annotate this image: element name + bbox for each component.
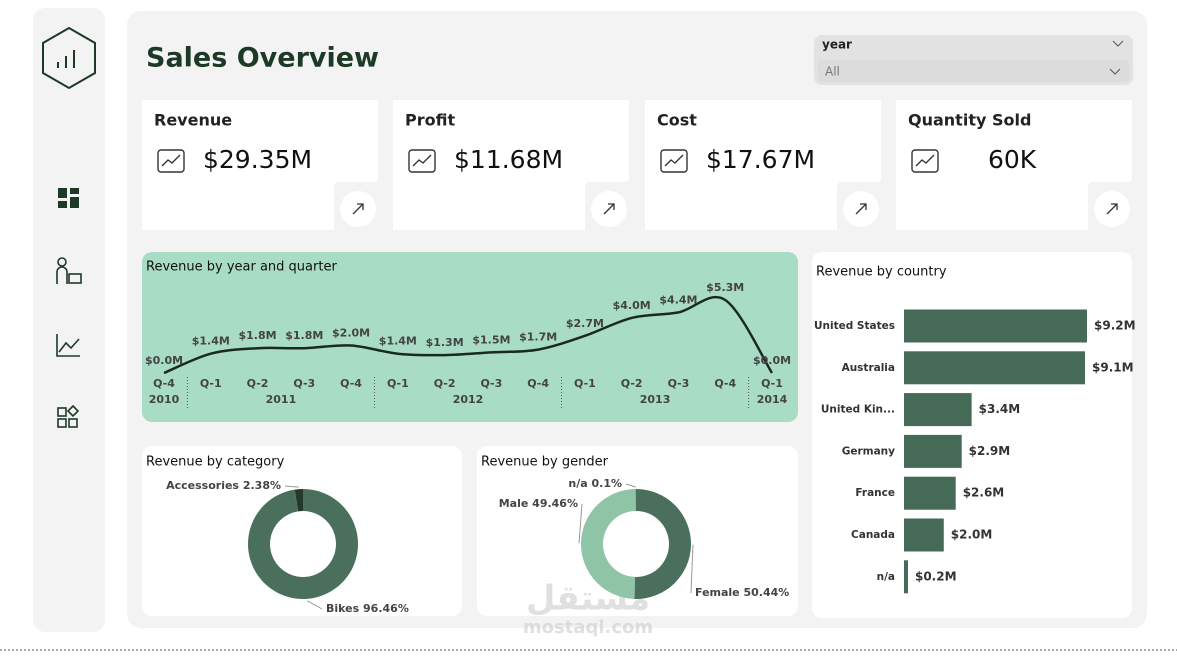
percent-label: 50.44% <box>744 586 790 599</box>
chart-title: Revenue by gender <box>481 455 609 470</box>
x-tick-label: Q-1 <box>761 377 783 390</box>
kpi-label: Revenue <box>154 111 232 130</box>
donut-label: n/a 0.1% <box>568 477 622 490</box>
percent-label: 49.46% <box>532 497 578 510</box>
chart-title: Revenue by year and quarter <box>146 260 337 275</box>
data-label: $2.9M <box>969 444 1011 458</box>
x-tick-label: Q-4 <box>340 377 362 390</box>
page-title: Sales Overview <box>146 43 379 74</box>
donut-label: Accessories 2.38% <box>166 479 281 492</box>
chart-title: Revenue by category <box>146 455 285 470</box>
x-tick-label: Q-4 <box>153 377 175 390</box>
x-group-label: 2012 <box>453 393 484 406</box>
category-name: n/a <box>568 477 587 490</box>
y-tick-label: Australia <box>842 362 895 374</box>
data-label: $3.4M <box>979 402 1021 416</box>
bar <box>904 310 1087 343</box>
x-tick-label: Q-2 <box>621 377 643 390</box>
data-label: $2.0M <box>332 326 370 339</box>
kpi-value: $29.35M <box>203 145 312 174</box>
kpi-value: 60K <box>988 145 1037 174</box>
kpi-label: Profit <box>405 111 455 130</box>
percent-label: 96.46% <box>363 602 409 615</box>
filter-value: All <box>825 65 840 79</box>
kpi-value: $11.68M <box>454 145 563 174</box>
data-label: $0.0M <box>753 354 791 367</box>
kpi-card-foot <box>896 170 1086 230</box>
x-group-label: 2010 <box>149 393 180 406</box>
bar <box>904 477 956 510</box>
percent-label: 0.1% <box>591 477 622 490</box>
x-group-label: 2011 <box>266 393 297 406</box>
data-label: $2.6M <box>963 486 1005 500</box>
y-tick-label: United Kin... <box>821 404 895 416</box>
bar <box>904 435 962 468</box>
kpi-card-foot <box>142 170 332 230</box>
percent-label: 2.38% <box>243 479 281 492</box>
y-tick-label: n/a <box>877 571 895 583</box>
kpi-label: Quantity Sold <box>908 111 1031 130</box>
y-tick-label: United States <box>814 320 895 332</box>
data-label: $1.5M <box>472 333 510 346</box>
chart-title: Revenue by country <box>816 265 947 280</box>
y-tick-label: Canada <box>851 529 895 541</box>
data-label: $2.7M <box>566 317 604 330</box>
data-label: $0.2M <box>915 569 957 583</box>
x-tick-label: Q-1 <box>387 377 409 390</box>
filter-dropdown[interactable] <box>818 60 1129 82</box>
x-tick-label: Q-4 <box>527 377 549 390</box>
data-label: $1.4M <box>379 335 417 348</box>
filter-label: year <box>822 38 852 52</box>
kpi-card-foot <box>645 170 835 230</box>
data-label: $9.1M <box>1092 360 1134 374</box>
x-group-label: 2014 <box>757 393 788 406</box>
data-label: $1.3M <box>426 336 464 349</box>
data-label: $1.8M <box>285 329 323 342</box>
x-tick-label: Q-1 <box>200 377 222 390</box>
x-tick-label: Q-2 <box>434 377 456 390</box>
kpi-value: $17.67M <box>706 145 815 174</box>
data-label: $2.0M <box>951 528 993 542</box>
data-label: $4.4M <box>659 293 697 306</box>
x-tick-label: Q-2 <box>247 377 269 390</box>
kpi-card-foot <box>393 170 583 230</box>
x-tick-label: Q-3 <box>480 377 502 390</box>
data-label: $0.0M <box>145 354 183 367</box>
x-group-label: 2013 <box>640 393 671 406</box>
x-tick-label: Q-1 <box>574 377 596 390</box>
data-label: $9.2M <box>1094 319 1136 333</box>
x-tick-label: Q-3 <box>293 377 315 390</box>
bar <box>904 351 1085 384</box>
sidebar <box>33 8 105 632</box>
data-label: $4.0M <box>613 299 651 312</box>
x-tick-label: Q-4 <box>714 377 736 390</box>
x-tick-label: Q-3 <box>668 377 690 390</box>
bar <box>904 519 944 552</box>
donut-label: Female 50.44% <box>695 586 789 599</box>
data-label: $1.7M <box>519 331 557 344</box>
y-tick-label: France <box>855 487 895 499</box>
bar <box>904 393 972 426</box>
y-tick-label: Germany <box>842 445 895 457</box>
category-name: Bikes <box>326 602 360 615</box>
kpi-label: Cost <box>657 111 697 130</box>
data-label: $5.3M <box>706 281 744 294</box>
category-name: Female <box>695 586 740 599</box>
donut-label: Male 49.46% <box>499 497 578 510</box>
data-label: $1.8M <box>238 329 276 342</box>
data-label: $1.4M <box>192 335 230 348</box>
category-name: Male <box>499 497 529 510</box>
watermark: mostaql.com <box>523 617 653 638</box>
bar <box>904 560 908 593</box>
category-name: Accessories <box>166 479 239 492</box>
country-panel <box>812 252 1132 618</box>
donut-label: Bikes 96.46% <box>326 602 409 615</box>
